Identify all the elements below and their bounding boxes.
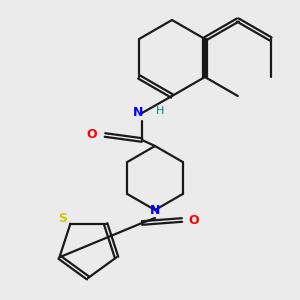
Text: H: H: [156, 106, 164, 116]
Text: N: N: [133, 106, 143, 119]
Text: N: N: [150, 203, 160, 217]
Text: S: S: [58, 212, 67, 225]
Text: O: O: [189, 214, 199, 226]
Text: O: O: [87, 128, 97, 142]
